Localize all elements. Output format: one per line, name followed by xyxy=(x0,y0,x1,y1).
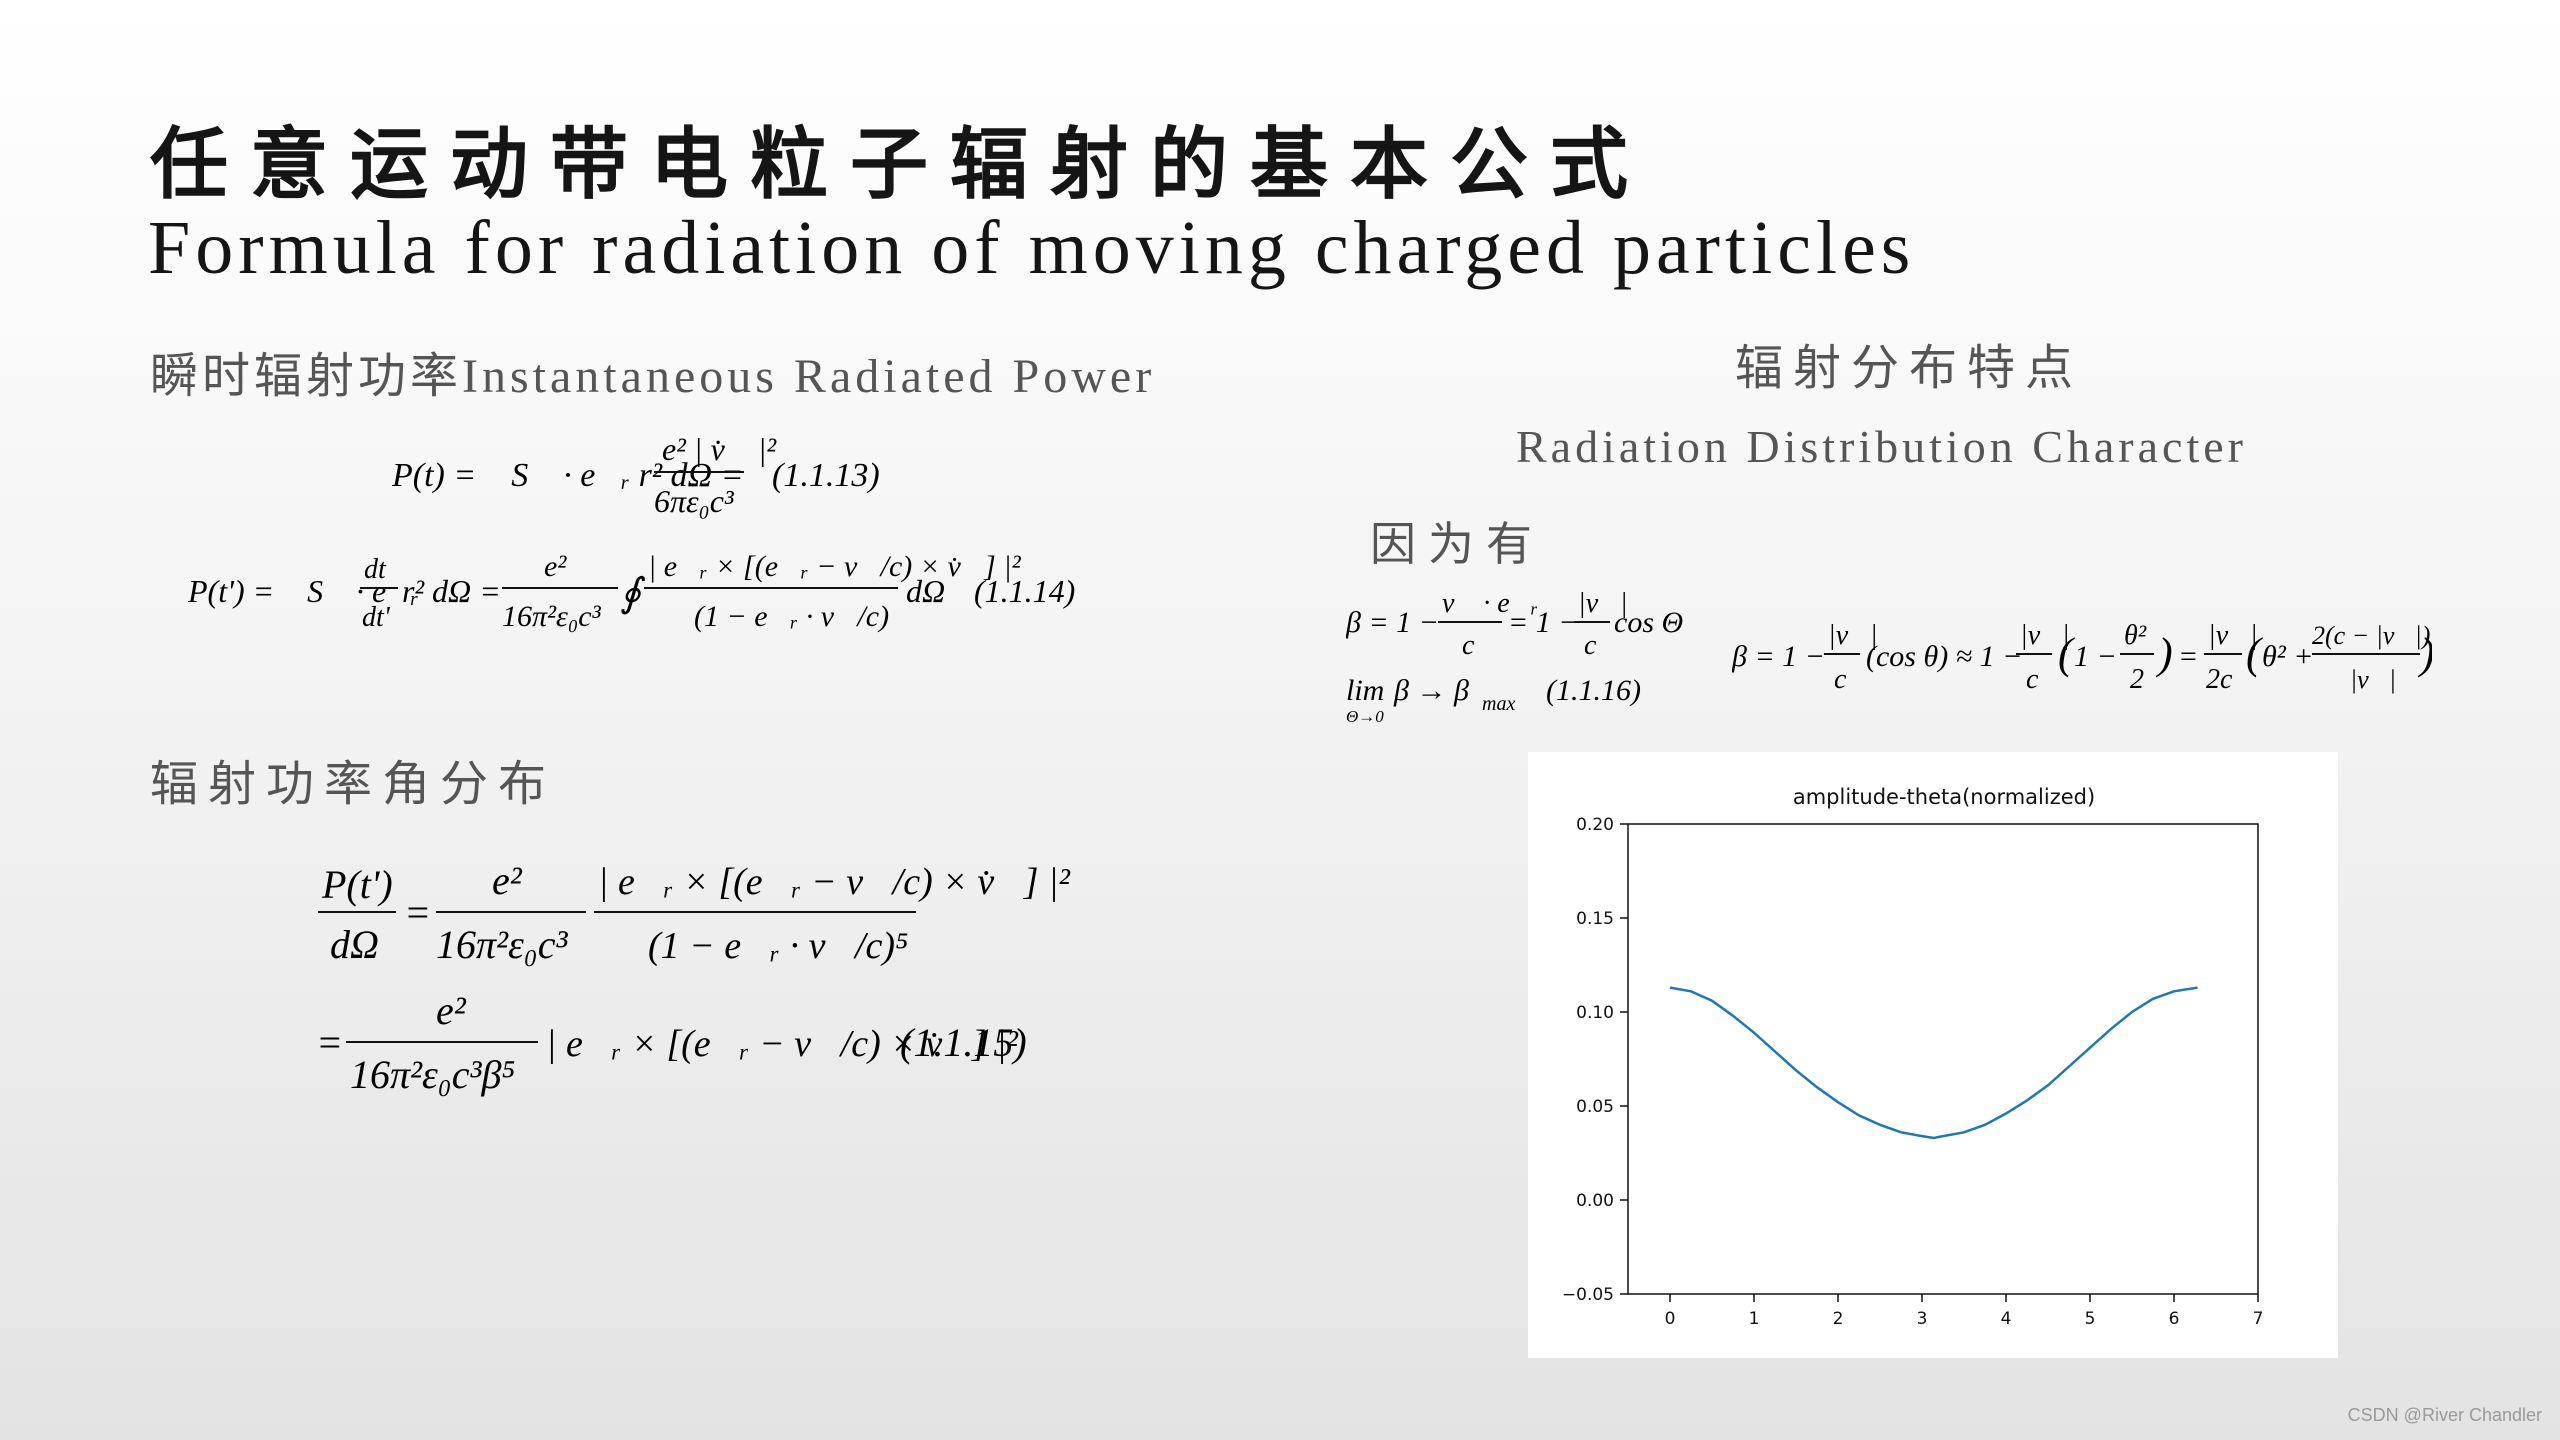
eq-number-1-1-16: (1.1.16) xyxy=(1546,674,1641,707)
svg-text:max: max xyxy=(1482,693,1515,715)
eq-number-1-1-13: (1.1.13) xyxy=(772,457,880,494)
svg-text:16π²ε₀c³β⁵: 16π²ε₀c³β⁵ xyxy=(350,1052,515,1097)
svg-text:2(c − |v⃗|): 2(c − |v⃗|) xyxy=(2312,621,2430,650)
svg-text:e²: e² xyxy=(436,988,467,1033)
y-tick-label: 0.00 xyxy=(1576,1191,1614,1211)
svg-text:(: ( xyxy=(2058,629,2075,678)
svg-text:e² | v̇⃗ |²: e² | v̇⃗ |² xyxy=(662,431,777,467)
chart-panel: amplitude-theta(normalized) −0.05 0.00 0.0… xyxy=(1528,752,2338,1358)
svg-text:2: 2 xyxy=(2130,664,2144,695)
chart-title: amplitude-theta(normalized) xyxy=(1793,785,2095,809)
x-tick-label: 6 xyxy=(2169,1309,2180,1329)
svg-text:2c: 2c xyxy=(2206,664,2233,695)
eq-number-1-1-14: (1.1.14) xyxy=(974,573,1075,609)
equation-1-1-15: P(t') dΩ = e² 16π²ε₀c³ | e⃗ᵣ × [(e⃗ᵣ − v… xyxy=(316,846,1076,1121)
svg-text:c: c xyxy=(1584,630,1597,661)
svg-text:v⃗ · e⃗ᵣ: v⃗ · e⃗ᵣ xyxy=(1442,588,1538,619)
svg-text:e²: e² xyxy=(544,550,567,583)
svg-text:): ) xyxy=(2155,629,2173,678)
svg-text:r² dΩ =: r² dΩ = xyxy=(402,573,501,609)
heading-angular-distribution: 辐射功率角分布 xyxy=(150,758,557,811)
svg-text:| e⃗ᵣ × [(e⃗ᵣ − v⃗/c) × v̇⃗] |: | e⃗ᵣ × [(e⃗ᵣ − v⃗/c) × v̇⃗] |² xyxy=(648,550,1022,583)
svg-text:| e⃗ᵣ × [(e⃗ᵣ − v⃗/c) × v̇⃗] |: | e⃗ᵣ × [(e⃗ᵣ − v⃗/c) × v̇⃗] |² xyxy=(598,861,1071,903)
svg-text:|v⃗|: |v⃗| xyxy=(2350,665,2396,694)
x-tick-label: 3 xyxy=(1917,1309,1928,1329)
svg-text:Θ→0: Θ→0 xyxy=(1346,707,1384,726)
x-tick-label: 0 xyxy=(1665,1309,1676,1329)
svg-text:= 1 −: = 1 − xyxy=(1508,606,1579,639)
heading-distribution-en: Radiation Distribution Character xyxy=(1516,421,2247,472)
equation-1-1-13: P(t) = ∮S⃗ · e⃗ᵣ r² dΩ = e² | v̇⃗ |² 6πε… xyxy=(391,418,912,533)
x-tick-label: 4 xyxy=(2001,1309,2012,1329)
x-tick-label: 1 xyxy=(1749,1309,1760,1329)
svg-text:|v⃗|: |v⃗| xyxy=(2020,620,2070,651)
svg-text:P(t) = ∮S⃗ · e⃗ᵣ r² dΩ =: P(t) = ∮S⃗ · e⃗ᵣ r² dΩ = xyxy=(392,457,744,494)
svg-text:P(t'): P(t') xyxy=(321,862,393,907)
y-tick-label: −0.05 xyxy=(1562,1285,1614,1305)
svg-text:β → β: β → β xyxy=(1393,674,1469,707)
eq-number-1-1-15: (1.1.15) xyxy=(900,1020,1027,1065)
title-chinese: 任意运动带电粒子辐射的基本公式 xyxy=(150,119,1651,210)
svg-text:16π²ε₀c³: 16π²ε₀c³ xyxy=(502,600,602,633)
y-tick-label: 0.05 xyxy=(1576,1097,1614,1117)
svg-text:P(t') = ∮S⃗ · e⃗ᵣ: P(t') = ∮S⃗ · e⃗ᵣ xyxy=(188,573,419,609)
plot-area xyxy=(1627,823,2259,1295)
watermark: CSDN @River Chandler xyxy=(2347,1405,2542,1425)
x-tick-label: 5 xyxy=(2085,1309,2096,1329)
line-chart: amplitude-theta(normalized) −0.05 0.00 0.0… xyxy=(1562,785,2264,1329)
svg-text:(cos θ) ≈ 1 −: (cos θ) ≈ 1 − xyxy=(1866,640,2022,673)
svg-text:θ² +: θ² + xyxy=(2262,640,2313,673)
series-line xyxy=(1669,986,2198,1140)
title-english: Formula for radiation of moving charged … xyxy=(148,206,1916,290)
svg-text:θ²: θ² xyxy=(2124,620,2147,651)
x-tick-label: 2 xyxy=(1833,1309,1844,1329)
equation-1-1-14: P(t') = ∮S⃗ · e⃗ᵣ dt dt' r² dΩ = e² 16π²… xyxy=(187,526,1088,661)
equation-beta-expansion: β = 1 − |v⃗| c (cos θ) ≈ 1 − |v⃗| c ( 1 … xyxy=(1731,602,2435,717)
svg-text:(1 − e⃗ᵣ · v⃗/c)⁵: (1 − e⃗ᵣ · v⃗/c)⁵ xyxy=(648,925,908,967)
svg-text:dΩ: dΩ xyxy=(906,573,945,609)
svg-text:|v⃗|: |v⃗| xyxy=(1828,620,1878,651)
svg-text:): ) xyxy=(2417,629,2432,678)
y-tick-label: 0.10 xyxy=(1576,1003,1614,1023)
y-tick-label: 0.20 xyxy=(1576,815,1614,835)
heading-because: 因为有 xyxy=(1370,519,1544,570)
svg-text:c: c xyxy=(2026,664,2039,695)
svg-text:|v⃗|: |v⃗| xyxy=(1578,588,1628,619)
svg-text:=: = xyxy=(2178,640,2198,673)
x-tick-label: 7 xyxy=(2253,1309,2264,1329)
y-tick-label: 0.15 xyxy=(1576,909,1614,929)
svg-text:c: c xyxy=(1834,664,1847,695)
svg-text:lim: lim xyxy=(1346,674,1384,707)
svg-text:e²: e² xyxy=(492,858,523,903)
svg-text:c: c xyxy=(1462,630,1475,661)
svg-text:=: = xyxy=(404,890,431,935)
svg-text:β = 1 −: β = 1 − xyxy=(1732,640,1825,673)
heading-instantaneous-power: 瞬时辐射功率Instantaneous Radiated Power xyxy=(150,350,1156,403)
heading-distribution-cn: 辐射分布特点 xyxy=(1735,342,2084,395)
svg-text:6πε₀c³: 6πε₀c³ xyxy=(654,483,734,519)
svg-text:|v⃗|: |v⃗| xyxy=(2208,620,2258,651)
svg-text:dΩ: dΩ xyxy=(330,922,379,967)
svg-text:16π²ε₀c³: 16π²ε₀c³ xyxy=(436,922,568,967)
svg-text:∮: ∮ xyxy=(620,570,646,615)
svg-text:=: = xyxy=(316,1020,343,1065)
svg-text:(1 − e⃗ᵣ · v⃗/c): (1 − e⃗ᵣ · v⃗/c) xyxy=(694,600,889,633)
svg-text:dt': dt' xyxy=(362,602,391,633)
svg-text:1 −: 1 − xyxy=(2074,640,2117,673)
equation-beta-limit: β = 1 − v⃗ · e⃗ᵣ c = 1 − |v⃗| c cos Θ li… xyxy=(1345,584,1706,739)
svg-text:| e⃗ᵣ × [(e⃗ᵣ − v⃗/c) × v̇⃗] |: | e⃗ᵣ × [(e⃗ᵣ − v⃗/c) × v̇⃗] |² xyxy=(546,1023,1019,1065)
svg-text:(: ( xyxy=(2246,629,2263,678)
svg-text:cos Θ: cos Θ xyxy=(1614,606,1683,639)
svg-text:dt: dt xyxy=(364,554,387,585)
svg-text:β = 1 −: β = 1 − xyxy=(1346,606,1439,639)
